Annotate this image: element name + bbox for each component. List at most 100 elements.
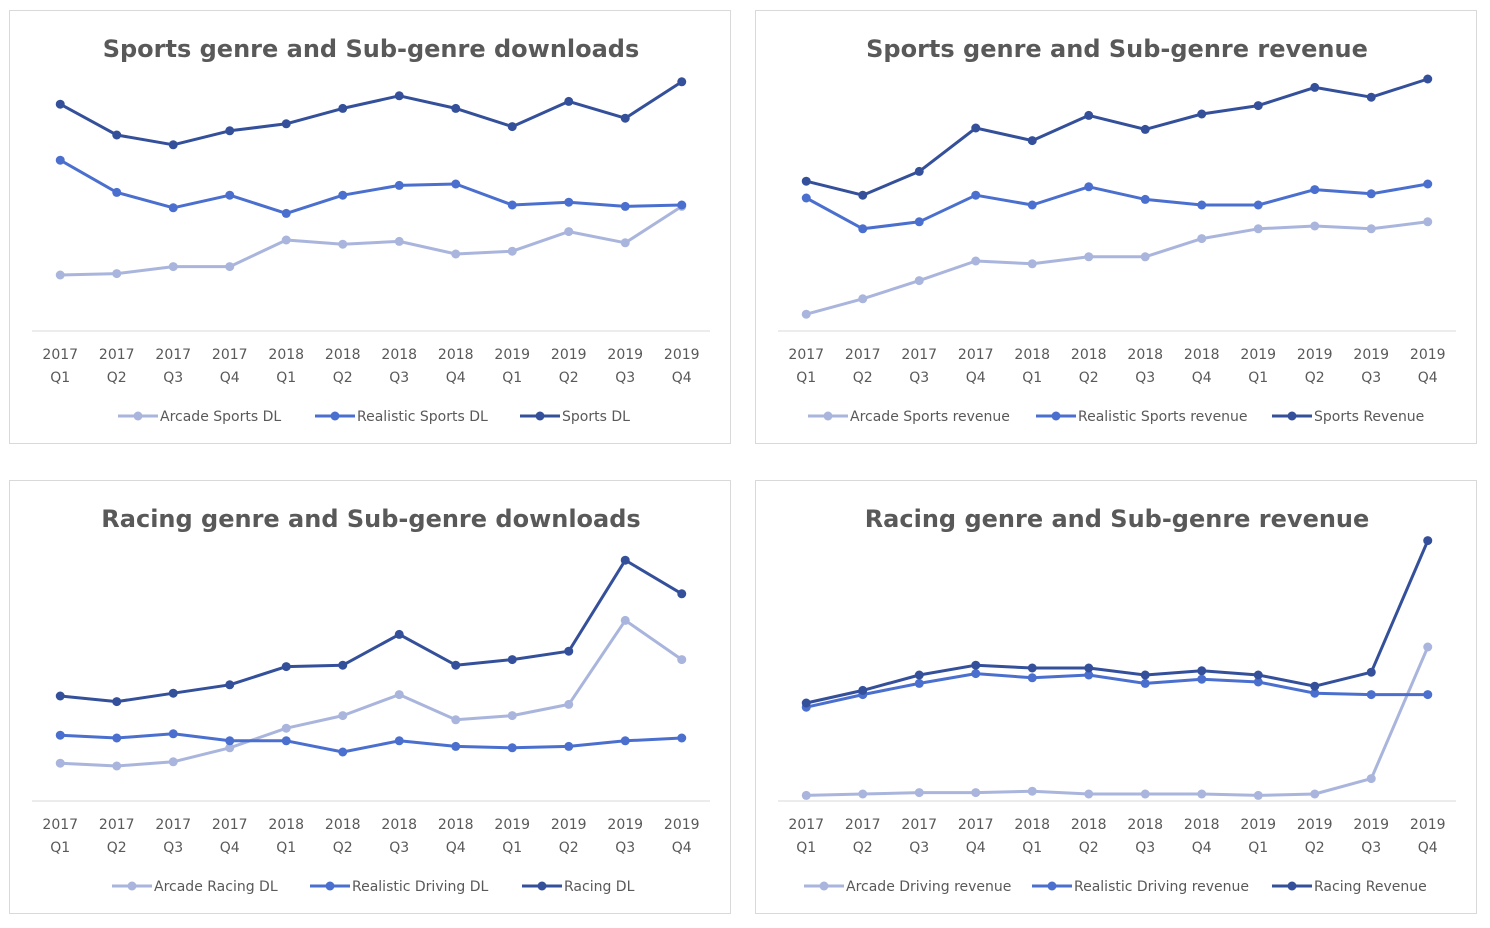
data-point: [1140, 194, 1150, 204]
x-tick-label-year: 2018: [1184, 347, 1220, 363]
data-point: [971, 256, 981, 266]
data-point: [1310, 185, 1320, 195]
data-point: [112, 761, 122, 771]
chart-svg: Racing genre and Sub-genre downloads 201…: [32, 505, 710, 895]
legend-swatch-marker: [1047, 881, 1057, 891]
x-tick-label-year: 2019: [1353, 347, 1389, 363]
data-point: [1197, 234, 1207, 244]
x-tick-label-quarter: Q4: [1418, 840, 1438, 856]
data-point: [225, 126, 235, 136]
data-point: [451, 715, 461, 725]
x-tick-label-year: 2019: [664, 347, 700, 363]
legend-label: Realistic Driving DL: [352, 879, 488, 895]
data-point: [971, 190, 981, 200]
series-line: [805, 220, 1428, 316]
data-point: [914, 166, 924, 176]
legend-label: Realistic Driving revenue: [1074, 879, 1249, 895]
x-tick-label-year: 2017: [901, 347, 937, 363]
data-point: [1310, 221, 1320, 231]
data-point: [225, 743, 235, 753]
data-point: [1140, 678, 1150, 688]
data-point: [858, 224, 868, 234]
data-point: [1423, 179, 1433, 189]
legend-swatch-marker: [1287, 411, 1297, 421]
data-point: [338, 190, 348, 200]
x-tick-label-year: 2019: [551, 347, 587, 363]
data-point: [914, 276, 924, 286]
data-point: [620, 238, 630, 248]
series-line: [805, 77, 1429, 197]
legend-label: Arcade Driving revenue: [846, 879, 1011, 895]
data-point: [168, 140, 178, 150]
data-point: [451, 249, 461, 259]
data-point: [564, 96, 574, 106]
x-tick-label-year: 2017: [42, 817, 78, 833]
data-point: [394, 91, 404, 101]
data-point: [677, 77, 687, 87]
series-line: [805, 182, 1429, 231]
chart-panel-racing-downloads: Racing genre and Sub-genre downloads 201…: [9, 480, 731, 914]
x-tick-label-year: 2019: [1297, 817, 1333, 833]
chart-title: Racing genre and Sub-genre downloads: [101, 505, 640, 533]
x-tick-label-quarter: Q3: [163, 370, 183, 386]
data-point: [1366, 690, 1376, 700]
data-point: [801, 309, 811, 319]
x-tick-label-quarter: Q4: [672, 840, 692, 856]
data-point: [620, 201, 630, 211]
data-point: [801, 193, 811, 203]
x-tick-label-quarter: Q1: [1022, 840, 1042, 856]
data-point: [451, 741, 461, 751]
data-point: [507, 655, 517, 665]
data-point: [1253, 677, 1263, 687]
data-point: [801, 176, 811, 186]
chart-title: Racing genre and Sub-genre revenue: [865, 505, 1370, 533]
data-point: [225, 262, 235, 272]
data-point: [507, 743, 517, 753]
data-point: [858, 685, 868, 695]
x-tick-label-year: 2017: [155, 347, 191, 363]
data-point: [168, 757, 178, 767]
x-tick-label-quarter: Q4: [672, 370, 692, 386]
data-point: [677, 200, 687, 210]
x-tick-label-quarter: Q2: [559, 840, 579, 856]
x-tick-label-year: 2017: [845, 347, 881, 363]
data-point: [281, 208, 291, 218]
legend-label: Sports DL: [562, 409, 630, 425]
data-point: [1027, 259, 1037, 269]
x-tick-label-quarter: Q2: [1079, 370, 1099, 386]
x-tick-label-quarter: Q3: [1361, 370, 1381, 386]
data-point: [1027, 136, 1037, 146]
data-point: [620, 736, 630, 746]
data-point: [858, 789, 868, 799]
chart-title: Sports genre and Sub-genre revenue: [866, 35, 1368, 63]
legend-swatch-marker: [537, 881, 547, 891]
x-tick-label-year: 2019: [551, 817, 587, 833]
data-point: [1084, 110, 1094, 120]
x-tick-label-quarter: Q1: [796, 840, 816, 856]
x-tick-label-year: 2018: [1014, 347, 1050, 363]
data-point: [1140, 789, 1150, 799]
x-tick-label-year: 2018: [268, 347, 304, 363]
x-tick-label-quarter: Q2: [1079, 840, 1099, 856]
x-tick-label-quarter: Q1: [502, 840, 522, 856]
legend-label: Arcade Sports revenue: [850, 409, 1010, 425]
data-point: [451, 660, 461, 670]
x-tick-label-quarter: Q3: [615, 840, 635, 856]
data-point: [1310, 82, 1320, 92]
data-point: [1253, 101, 1263, 111]
data-point: [112, 187, 122, 197]
x-tick-label-quarter: Q3: [1135, 370, 1155, 386]
data-point: [620, 615, 630, 625]
data-point: [801, 790, 811, 800]
x-tick-label-year: 2019: [664, 817, 700, 833]
series-line: [60, 205, 683, 277]
data-point: [677, 589, 687, 599]
x-tick-label-year: 2019: [1240, 347, 1276, 363]
data-point: [858, 294, 868, 304]
data-point: [677, 655, 687, 665]
x-tick-label-year: 2017: [155, 817, 191, 833]
data-point: [338, 103, 348, 113]
x-tick-label-quarter: Q2: [559, 370, 579, 386]
data-point: [1423, 217, 1433, 227]
data-point: [564, 227, 574, 237]
